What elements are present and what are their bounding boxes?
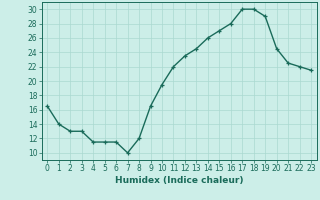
X-axis label: Humidex (Indice chaleur): Humidex (Indice chaleur) bbox=[115, 176, 244, 185]
